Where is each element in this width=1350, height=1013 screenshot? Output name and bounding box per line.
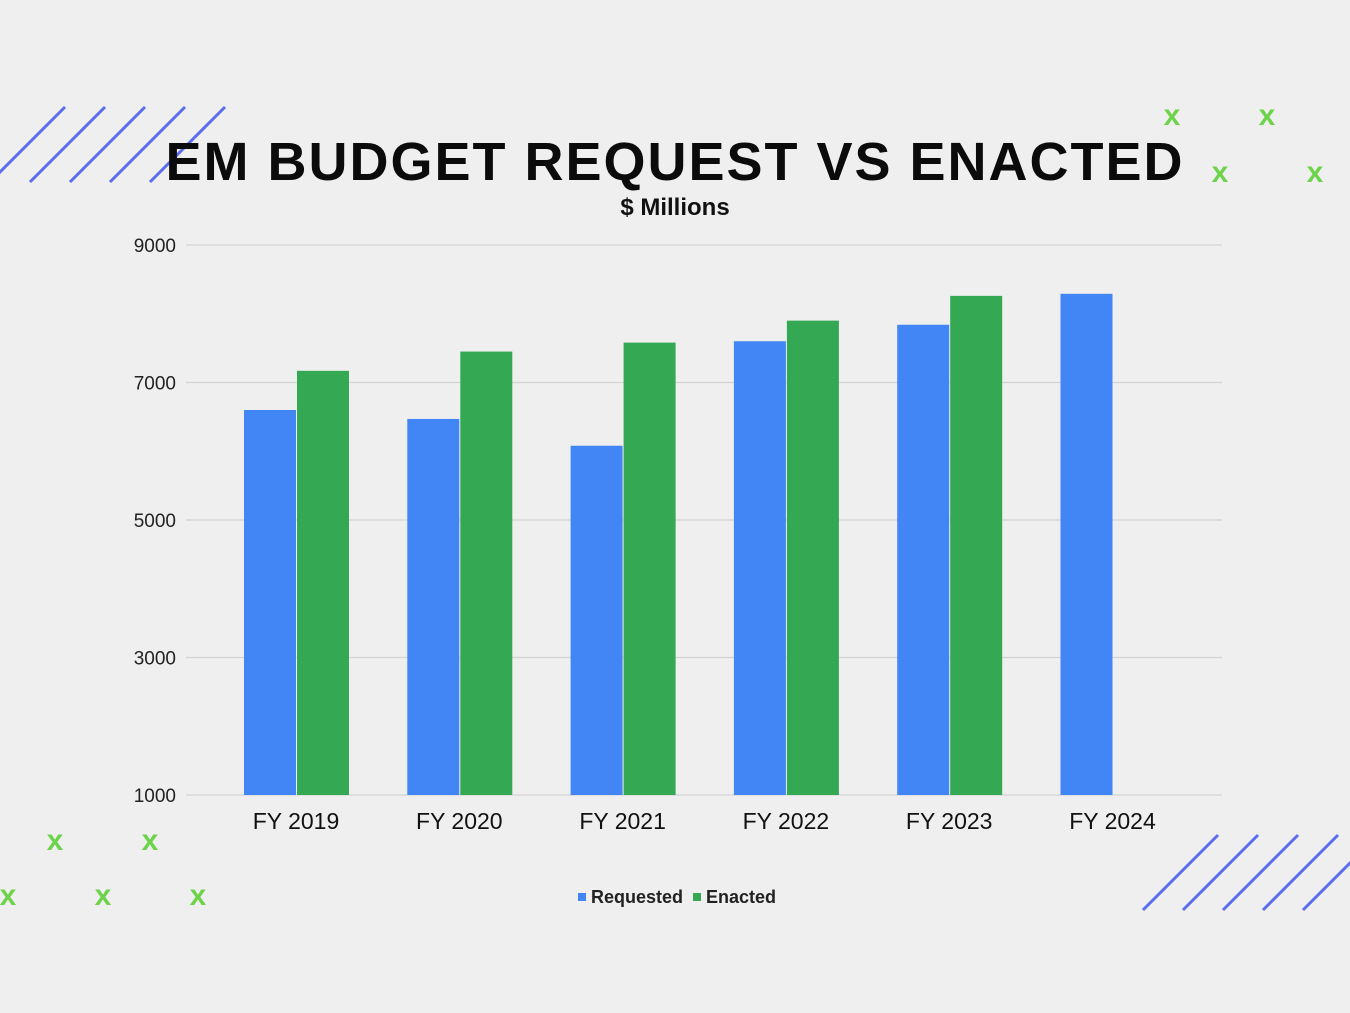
bar-requested-fy2022 (733, 341, 786, 795)
legend: Requested Enacted (578, 887, 776, 907)
legend-label: Requested (591, 887, 683, 907)
y-tick-label: 9000 (134, 236, 176, 257)
legend-label: Enacted (706, 887, 776, 907)
bar-requested-fy2021 (570, 445, 623, 795)
x-mark-icon: x (1212, 156, 1229, 189)
x-mark-icon: x (95, 879, 112, 912)
bar-requested-fy2020 (407, 418, 460, 795)
bar-requested-fy2024 (1060, 293, 1113, 795)
chart-title: EM BUDGET REQUEST VS ENACTED (165, 132, 1184, 192)
stripe (68, 105, 147, 184)
bars (244, 293, 1113, 795)
stripe (1221, 833, 1300, 912)
legend-swatch (693, 893, 702, 901)
bar-enacted-fy2019 (297, 370, 349, 795)
chart-subtitle: $ Millions (620, 194, 729, 221)
stripe (1261, 833, 1340, 912)
stripe (28, 105, 107, 184)
x-mark-icon: x (1307, 156, 1324, 189)
x-mark-icon: x (1259, 99, 1276, 132)
stripe (1301, 860, 1350, 912)
stripe (108, 105, 187, 184)
stripe (0, 105, 67, 175)
bar-enacted-fy2022 (786, 320, 839, 795)
y-tick-label: 1000 (134, 786, 176, 807)
x-tick-label: FY 2022 (743, 808, 830, 834)
y-tick-label: 3000 (134, 649, 176, 670)
y-tick-label: 7000 (134, 374, 176, 395)
x-mark-icon: x (0, 879, 17, 912)
bar-enacted-fy2021 (623, 342, 676, 795)
x-mark-icon: x (47, 824, 64, 857)
x-mark-icon: x (142, 824, 159, 857)
x-tick-label: FY 2019 (253, 808, 340, 834)
stripe (1181, 833, 1260, 912)
bar-enacted-fy2023 (950, 295, 1003, 795)
stripe (1141, 833, 1220, 912)
stripe (148, 105, 227, 184)
x-mark-icon: x (190, 879, 207, 912)
x-tick-label: FY 2024 (1069, 808, 1156, 834)
bar-requested-fy2019 (244, 410, 296, 795)
gridlines: 1000 3000 5000 7000 9000 (134, 236, 1222, 807)
legend-swatch (578, 893, 586, 901)
bar-requested-fy2023 (897, 324, 950, 795)
y-tick-label: 5000 (134, 511, 176, 532)
x-tick-label: FY 2023 (906, 808, 993, 834)
x-mark-icon: x (1164, 99, 1181, 132)
x-tick-label: FY 2020 (416, 808, 503, 834)
bar-enacted-fy2020 (460, 351, 513, 795)
x-tick-label: FY 2021 (579, 808, 666, 834)
decorations: x xx xx xx x x (0, 99, 1350, 912)
x-axis-labels: FY 2019 FY 2020 FY 2021 FY 2022 FY 2023 FY 20… (253, 808, 1156, 834)
